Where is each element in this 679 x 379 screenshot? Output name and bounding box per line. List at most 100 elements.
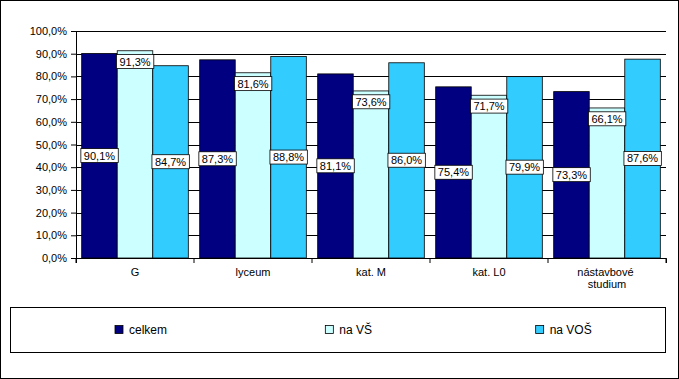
x-tick: kat. M [312, 258, 386, 278]
bar [153, 66, 189, 258]
data-labels: 90,1%87,3%81,1%75,4%73,3%91,3%81,6%73,6%… [81, 55, 661, 182]
bar [353, 91, 389, 258]
y-tick: 40,0% [36, 161, 76, 173]
data-label-box [352, 95, 389, 109]
bar [589, 108, 625, 258]
data-label: 73,6% [352, 95, 389, 109]
chart: 0,0%10,0%20,0%30,0%40,0%50,0%60,0%70,0%8… [0, 0, 679, 379]
x-tick-mark [194, 258, 195, 263]
data-label-text: 87,3% [202, 153, 233, 165]
y-tick-label: 80,0% [36, 70, 67, 82]
legend-entry: na VOŠ [536, 322, 592, 337]
x-tick-label: kat. M [356, 266, 386, 278]
legend-entry: na VŠ [325, 322, 372, 337]
y-tick-label: 70,0% [36, 93, 67, 105]
data-label-text: 84,7% [155, 156, 186, 168]
y-tick-label: 10,0% [36, 229, 67, 241]
data-label-box [506, 160, 543, 174]
bar [117, 51, 153, 258]
y-tick-mark [71, 213, 76, 214]
data-label: 71,7% [470, 99, 507, 113]
legend-label: na VŠ [339, 322, 372, 337]
x-tick-mark [548, 258, 549, 263]
y-tick-mark [71, 258, 76, 259]
grid-line [76, 54, 666, 55]
bar-series [82, 53, 590, 258]
grid-line [76, 31, 666, 32]
data-label-box [199, 152, 236, 166]
data-label-text: 81,6% [237, 78, 268, 90]
data-label-text: 88,8% [273, 151, 304, 163]
y-tick: 60,0% [36, 116, 76, 128]
bar [235, 73, 271, 258]
data-label-text: 87,6% [627, 152, 658, 164]
data-label-text: 86,0% [391, 154, 422, 166]
data-label: 75,4% [435, 165, 472, 179]
data-label-box [234, 77, 271, 91]
bar-series [153, 56, 661, 258]
bar-series [117, 51, 625, 258]
data-label-box [116, 55, 153, 69]
y-axis-line [71, 32, 77, 259]
data-label-text: 73,6% [355, 96, 386, 108]
data-label-text: 71,7% [473, 100, 504, 112]
legend-swatch [536, 326, 544, 334]
y-tick-label: 50,0% [36, 139, 67, 151]
x-tick-label: kat. L0 [472, 266, 505, 278]
x-tick-label: lyceum [236, 266, 271, 278]
legend-swatch [325, 326, 333, 334]
x-tick-label: G [131, 266, 140, 278]
x-tick-label: nástavbové studium [577, 266, 636, 290]
data-label: 73,3% [553, 168, 590, 182]
x-tick: lyceum [194, 258, 270, 278]
data-label: 66,1% [588, 112, 625, 126]
y-tick: 80,0% [36, 70, 76, 82]
chart-frame [1, 1, 679, 379]
data-label-box [470, 99, 507, 113]
data-label-box [388, 153, 425, 167]
y-tick-mark [71, 76, 76, 77]
data-label: 81,1% [317, 159, 354, 173]
bar [389, 63, 425, 258]
x-tick: nástavbové studium [548, 258, 637, 290]
data-label: 91,3% [116, 55, 153, 69]
y-tick-mark [71, 190, 76, 191]
y-tick-mark [71, 122, 76, 123]
y-tick-label: 60,0% [36, 116, 67, 128]
plot-area [76, 31, 666, 258]
y-tick-label: 0,0% [42, 252, 67, 264]
y-tick: 70,0% [36, 93, 76, 105]
legend-entry: celkem [115, 323, 167, 337]
legend-swatch [115, 326, 123, 334]
bar [82, 53, 118, 258]
data-label-text: 91,3% [119, 56, 150, 68]
y-tick: 90,0% [36, 48, 76, 60]
data-label: 79,9% [506, 160, 543, 174]
y-tick-label: 30,0% [36, 184, 67, 196]
x-axis: Glyceum kat. M kat. L0 nástavbové studium [76, 258, 667, 290]
y-tick-label: 90,0% [36, 48, 67, 60]
data-label-text: 73,3% [556, 169, 587, 181]
data-label-text: 81,1% [320, 160, 351, 172]
grid [76, 32, 666, 259]
y-tick: 50,0% [36, 139, 76, 151]
data-label: 84,7% [152, 155, 189, 169]
bar [271, 56, 307, 258]
x-tick: kat. L0 [430, 258, 506, 278]
y-axis: 0,0%10,0%20,0%30,0%40,0%50,0%60,0%70,0%8… [30, 25, 77, 264]
y-tick: 0,0% [42, 252, 76, 264]
y-tick: 10,0% [36, 229, 76, 241]
data-label-box [553, 168, 590, 182]
y-tick-mark [71, 235, 76, 236]
data-label-box [317, 159, 354, 173]
y-tick: 100,0% [30, 25, 76, 37]
bar [507, 77, 543, 258]
x-tick-mark [666, 258, 667, 263]
bar [436, 87, 472, 258]
bars [82, 51, 661, 258]
bar [200, 60, 236, 258]
x-tick-mark [312, 258, 313, 263]
data-label: 87,6% [624, 151, 661, 165]
legend-frame [11, 308, 666, 353]
bar [318, 74, 354, 258]
